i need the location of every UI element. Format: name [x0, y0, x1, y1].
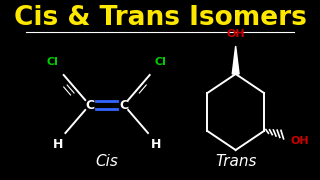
- Text: OH: OH: [291, 136, 309, 146]
- Text: Cis: Cis: [95, 154, 118, 170]
- Text: H: H: [52, 138, 63, 152]
- Text: Cis & Trans Isomers: Cis & Trans Isomers: [13, 5, 307, 31]
- Text: C: C: [119, 98, 128, 111]
- Polygon shape: [232, 46, 239, 74]
- Text: C: C: [85, 98, 94, 111]
- Text: OH: OH: [226, 29, 245, 39]
- Text: Cl: Cl: [47, 57, 59, 67]
- Text: Cl: Cl: [155, 57, 167, 67]
- Text: Trans: Trans: [215, 154, 256, 170]
- Text: H: H: [150, 138, 161, 152]
